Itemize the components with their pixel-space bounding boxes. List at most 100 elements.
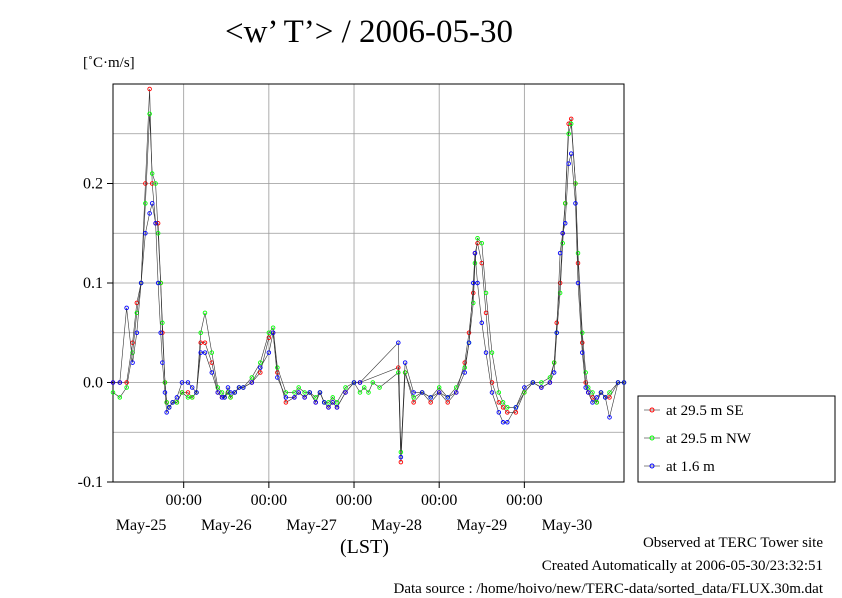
x-tick-label: 00:00 — [421, 492, 457, 509]
data-point — [398, 454, 404, 460]
data-point — [160, 360, 165, 365]
data-point — [396, 365, 401, 370]
data-point — [326, 400, 331, 405]
legend: at 29.5 m SE at 29.5 m NW at 1.6 m — [637, 395, 836, 483]
date-label: May-30 — [542, 517, 593, 534]
data-point — [496, 400, 502, 405]
date-label: May-25 — [116, 517, 167, 534]
observed-note: Observed at TERC Tower site — [642, 535, 823, 551]
data-point — [209, 350, 215, 355]
data-point — [436, 385, 442, 390]
data-point — [275, 365, 280, 370]
date-label: May-27 — [286, 517, 337, 534]
data-point — [489, 380, 495, 385]
x-tick-label: 00:00 — [165, 492, 201, 509]
data-point — [513, 405, 519, 410]
data-point — [398, 459, 404, 465]
data-point — [466, 340, 472, 345]
data-point — [483, 350, 489, 355]
data-point — [153, 221, 158, 226]
data-point — [292, 390, 297, 395]
data-point — [130, 360, 135, 365]
data-point — [547, 380, 553, 385]
data-point — [198, 330, 203, 336]
data-point — [249, 380, 255, 385]
data-point — [361, 385, 367, 390]
data-point — [370, 380, 376, 385]
data-point — [505, 420, 510, 425]
data-point — [209, 370, 215, 375]
data-point — [117, 395, 123, 400]
data-point — [453, 390, 459, 395]
data-point — [396, 370, 401, 375]
data-point — [436, 390, 442, 395]
data-point — [147, 86, 152, 92]
data-point — [313, 395, 318, 400]
series-line — [113, 153, 624, 458]
data-point — [411, 390, 416, 395]
data-point — [194, 390, 199, 395]
data-point — [313, 400, 318, 405]
data-point — [307, 390, 312, 395]
x-axis-label: (LST) — [340, 536, 389, 558]
data-point — [143, 230, 148, 236]
data-point — [513, 410, 519, 415]
data-point — [202, 350, 208, 355]
data-point — [505, 410, 510, 415]
data-point — [568, 121, 574, 127]
data-point — [228, 390, 233, 395]
legend-label: at 29.5 m SE — [666, 403, 744, 419]
data-point — [366, 390, 371, 395]
legend-label: at 1.6 m — [666, 459, 715, 475]
data-point — [166, 405, 172, 410]
data-point — [496, 390, 502, 395]
data-point — [219, 395, 225, 400]
x-tick-label: 00:00 — [336, 492, 372, 509]
data-point — [179, 390, 185, 395]
data-point — [343, 385, 348, 390]
data-point — [500, 420, 506, 425]
data-point — [321, 400, 327, 405]
data-point — [607, 390, 612, 395]
data-point — [202, 310, 208, 316]
data-point — [283, 400, 289, 405]
data-point — [162, 380, 168, 385]
data-point — [147, 211, 152, 216]
data-point — [566, 131, 571, 136]
data-point — [562, 221, 568, 226]
data-point — [202, 340, 208, 345]
data-point — [117, 380, 123, 385]
data-point — [560, 230, 565, 236]
data-point — [580, 340, 585, 345]
data-source-note: Data source : /home/hoivo/new/TERC-data/… — [393, 581, 824, 597]
data-point — [471, 280, 476, 286]
data-point — [236, 385, 242, 390]
data-point — [266, 350, 272, 355]
data-point — [249, 375, 255, 380]
data-point — [566, 161, 571, 166]
data-point — [573, 201, 578, 206]
data-point — [270, 325, 276, 331]
data-point — [110, 390, 116, 395]
data-point — [377, 385, 382, 390]
data-point — [134, 330, 140, 336]
data-point — [258, 370, 263, 375]
data-point — [594, 395, 599, 400]
data-point — [539, 380, 544, 385]
data-point — [445, 395, 450, 400]
x-tick-label: 00:00 — [251, 492, 287, 509]
data-point — [590, 390, 595, 395]
data-point — [302, 390, 307, 395]
data-point — [554, 330, 559, 336]
data-point — [568, 116, 574, 122]
data-point — [466, 330, 472, 336]
data-point — [568, 151, 574, 156]
data-point — [153, 181, 158, 186]
data-point — [185, 395, 191, 400]
data-point — [554, 320, 559, 326]
data-point — [130, 350, 135, 355]
data-point — [462, 365, 467, 370]
data-point — [475, 280, 480, 286]
date-label: May-26 — [201, 517, 252, 534]
data-point — [583, 370, 588, 375]
